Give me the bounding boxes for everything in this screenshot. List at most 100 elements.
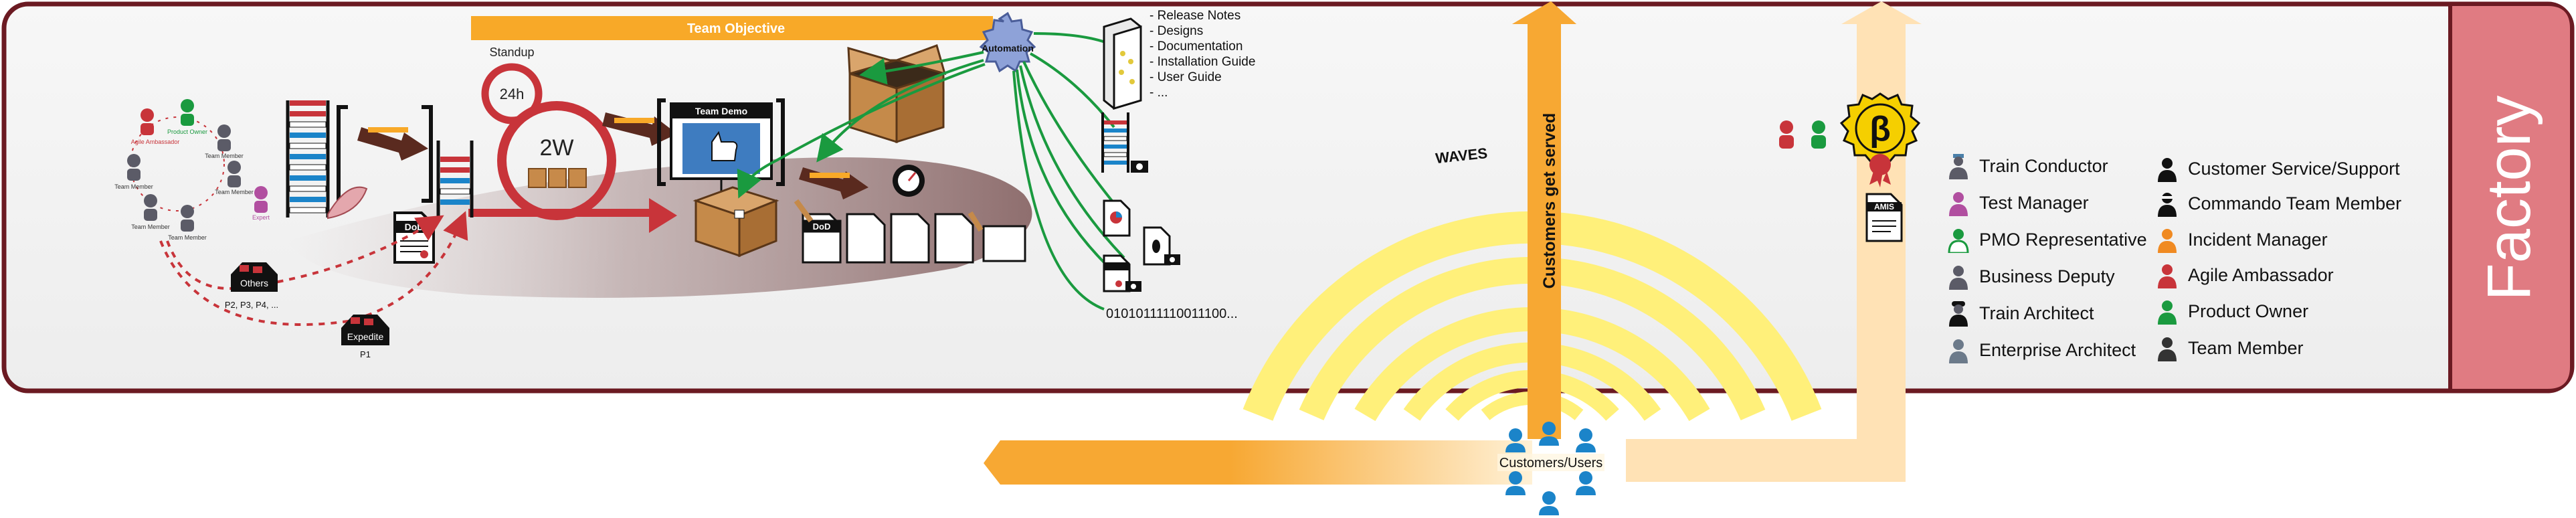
planning-label-2 <box>614 118 654 123</box>
pmo-representative-icon <box>1948 229 1969 253</box>
commando-team-member-icon <box>2158 193 2177 217</box>
delivered-package <box>693 186 779 258</box>
legend-pmo-representative: PMO Representative <box>1947 226 2147 253</box>
circle-team-member-label-3: Team Member <box>114 183 153 190</box>
customers-label-bg <box>1497 454 1604 471</box>
factory-label: Factory <box>2475 96 2543 301</box>
sprint-backlog <box>436 141 474 218</box>
legend-team-member: Team Member <box>2156 335 2304 361</box>
enterprise-architect-icon <box>1949 339 1968 363</box>
standup-24h-label: 24h <box>500 86 525 102</box>
team-demo-screen <box>657 98 785 201</box>
automation-label: Automation <box>982 43 1034 54</box>
return-arrow-left <box>984 440 1532 485</box>
legend-label: Train Architect <box>1979 303 2094 323</box>
team-demo-label: Team Demo <box>695 106 747 116</box>
planning-label-3 <box>810 173 850 178</box>
artifact-item: - Documentation <box>1149 39 1243 54</box>
sprint-2w-label: 2W <box>540 135 574 161</box>
test-manager-icon <box>1949 192 1968 216</box>
legend-label: Customer Service/Support <box>2188 158 2400 179</box>
legend-label: Commando Team Member <box>2188 193 2402 213</box>
feather-icon <box>327 186 368 220</box>
circle-team-member-label-2: Team Member <box>215 189 254 195</box>
beta-badge-icon <box>1839 92 1921 187</box>
legend-label: Product Owner <box>2188 300 2309 321</box>
documentation-binder-icon <box>1103 17 1142 110</box>
team-member-icon <box>2158 337 2177 361</box>
standup-loop <box>481 63 543 124</box>
release-backlog-icon <box>1101 112 1148 173</box>
legend-label: PMO Representative <box>1979 229 2147 250</box>
artifacts-list: - Release Notes - Designs - Documentatio… <box>1149 8 1255 100</box>
legend-commando-team-member: Commando Team Member <box>2156 190 2401 217</box>
test-document-icon <box>1143 226 1180 266</box>
incident-manager-icon <box>2158 229 2177 253</box>
feedback-arrow-up <box>1626 1 1922 482</box>
legend-label: Agile Ambassador <box>2188 264 2334 285</box>
team-objective-bar <box>471 16 993 40</box>
binary-output: 01010111110011100... <box>1106 307 1238 321</box>
legend-incident-manager: Incident Manager <box>2156 226 2328 253</box>
delivered-artifacts <box>802 213 1026 264</box>
main-flow-arrowhead <box>649 198 677 233</box>
customers-served-label: Customers get served <box>1540 113 1559 289</box>
sprint-increments <box>528 168 587 188</box>
pencil-icon <box>794 199 814 223</box>
business-deputy-icon <box>1949 266 1968 290</box>
dod-label-right: DoD <box>813 222 831 232</box>
expedite-queue-icon <box>341 315 389 345</box>
legend-label: Train Conductor <box>1979 155 2108 176</box>
legend-label: Team Member <box>2188 337 2304 358</box>
gauge-icon <box>893 165 925 197</box>
customers-label: Customers/Users <box>1499 456 1602 470</box>
legend-business-deputy: Business Deputy <box>1947 263 2115 290</box>
team-objective-label: Team Objective <box>687 21 785 36</box>
dod-document-camera-icon <box>1103 254 1141 292</box>
legend-test-manager: Test Manager <box>1947 189 2089 216</box>
artifact-item: - Installation Guide <box>1149 55 1256 69</box>
circle-product-owner-label: Product Owner <box>167 128 207 135</box>
legend-label: Enterprise Architect <box>1979 339 2136 360</box>
others-priorities: P2, P3, P4, ... <box>225 300 278 310</box>
customer-service-icon <box>2158 158 2177 182</box>
train-conductor-icon <box>1949 154 1968 179</box>
agile-ambassador-icon <box>2158 264 2177 288</box>
dod-document-icon <box>393 211 435 264</box>
circle-expert-label: Expert <box>252 214 270 221</box>
artifact-item: - User Guide <box>1149 70 1222 84</box>
legend-label: Business Deputy <box>1979 266 2115 286</box>
others-queue-icon <box>231 262 278 292</box>
automation-gear-icon <box>979 11 1036 73</box>
team-role-circle <box>127 99 268 232</box>
factory-band <box>2450 6 2570 389</box>
agile-pair-icons <box>1779 120 1826 149</box>
legend-customer-service: Customer Service/Support <box>2156 155 2400 182</box>
artifact-item: - Release Notes <box>1149 9 1241 23</box>
circle-team-member-label-4: Team Member <box>131 224 170 230</box>
train-architect-icon <box>1949 301 1968 327</box>
circle-team-member-label-5: Team Member <box>168 234 207 241</box>
artifact-item: - Designs <box>1149 24 1204 38</box>
artifact-item: - ... <box>1149 86 1168 100</box>
legend-enterprise-architect: Enterprise Architect <box>1947 337 2136 363</box>
automation-lines <box>737 32 1125 311</box>
dod-label-left: DoD <box>405 222 424 232</box>
legend-label: Test Manager <box>1979 192 2089 213</box>
product-backlog <box>286 100 330 218</box>
product-owner-icon <box>2158 300 2177 325</box>
planning-label-1 <box>368 127 408 133</box>
expedite-label: Expedite <box>347 331 384 342</box>
legend-product-owner: Product Owner <box>2156 298 2308 325</box>
amis-label: AMIS <box>1874 202 1894 211</box>
legend-train-architect: Train Architect <box>1947 300 2094 327</box>
legend-train-conductor: Train Conductor <box>1947 153 2108 179</box>
circle-team-member-label-1: Team Member <box>205 153 244 159</box>
standup-label: Standup <box>489 46 534 59</box>
customers-group <box>1505 422 1596 515</box>
circle-agile-ambassador-label: Agile Ambassador <box>131 139 180 145</box>
others-label: Others <box>240 278 268 288</box>
legend-agile-ambassador: Agile Ambassador <box>2156 262 2334 288</box>
legend-label: Incident Manager <box>2188 229 2328 250</box>
